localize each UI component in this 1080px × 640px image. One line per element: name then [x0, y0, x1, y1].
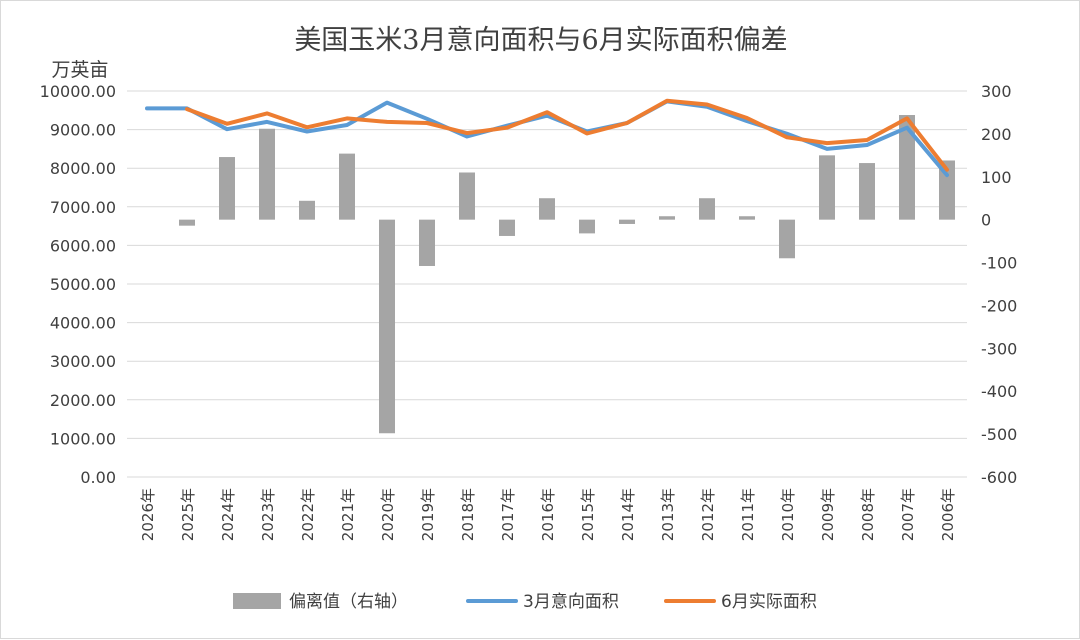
right-tick-label: -600 [981, 468, 1017, 487]
right-tick-label: 200 [981, 125, 1012, 144]
x-tick-label: 2023年 [259, 488, 277, 541]
right-tick-label: 100 [981, 168, 1012, 187]
left-tick-label: 1000.00 [50, 429, 116, 448]
deviation-bar [179, 219, 195, 226]
right-tick-label: -300 [981, 339, 1017, 358]
right-tick-label: -400 [981, 382, 1017, 401]
deviation-bar [859, 163, 875, 220]
deviation-bar [899, 115, 915, 220]
x-tick-label: 2007年 [899, 488, 917, 541]
x-tick-label: 2025年 [179, 488, 197, 541]
deviation-bar [619, 219, 635, 224]
x-tick-label: 2015年 [579, 488, 597, 541]
x-tick-label: 2012年 [699, 488, 717, 541]
left-axis-unit: 万英亩 [51, 59, 108, 81]
x-tick-label: 2026年 [139, 488, 157, 541]
legend: 偏离值（右轴） 3月意向面积 6月实际面积 [233, 592, 817, 612]
left-tick-label: 2000.00 [50, 391, 116, 410]
x-tick-label: 2016年 [539, 488, 557, 541]
deviation-bar [459, 172, 475, 220]
x-tick-label: 2010年 [779, 488, 797, 541]
right-tick-label: 300 [981, 82, 1012, 101]
x-tick-label: 2011年 [739, 488, 757, 541]
left-tick-label: 0.00 [80, 468, 116, 487]
gridlines [127, 90, 967, 478]
legend-label-march-intended: 3月意向面积 [523, 592, 619, 612]
right-tick-label: -200 [981, 296, 1017, 315]
left-tick-label: 3000.00 [50, 352, 116, 371]
deviation-bar [779, 219, 795, 259]
left-tick-label: 9000.00 [50, 121, 116, 140]
right-tick-label: -100 [981, 254, 1017, 273]
x-tick-label: 2021年 [339, 488, 357, 541]
deviation-bar [259, 128, 275, 220]
x-tick-label: 2017年 [499, 488, 517, 541]
deviation-bar [499, 219, 515, 236]
deviation-bar [659, 216, 675, 220]
legend-label-deviation: 偏离值（右轴） [289, 592, 408, 612]
left-tick-label: 4000.00 [50, 314, 116, 333]
x-tick-label: 2006年 [939, 488, 957, 541]
deviation-bar [299, 200, 315, 220]
legend-swatch-deviation [233, 593, 281, 609]
deviation-bar [579, 219, 595, 234]
left-tick-label: 5000.00 [50, 275, 116, 294]
left-tick-label: 7000.00 [50, 198, 116, 217]
deviation-bar [819, 155, 835, 220]
x-tick-label: 2022年 [299, 488, 317, 541]
left-tick-label: 6000.00 [50, 236, 116, 255]
left-axis-ticks: 0.00 1000.00 2000.00 3000.00 4000.00 5000.00 6… [40, 82, 116, 487]
deviation-bars [179, 115, 955, 434]
area-lines [145, 98, 949, 178]
x-tick-label: 2013年 [659, 488, 677, 541]
chart-title: 美国玉米3月意向面积与6月实际面积偏差 [294, 25, 787, 56]
deviation-bar [419, 219, 435, 266]
left-tick-label: 8000.00 [50, 159, 116, 178]
deviation-bar [379, 219, 395, 434]
x-axis-ticks: 2026年 2025年 2024年 2023年 2022年 2021年 2020年 2019年… [139, 488, 957, 541]
deviation-bar [739, 216, 755, 220]
deviation-bar [699, 198, 715, 220]
right-tick-label: 0 [981, 211, 991, 230]
x-tick-label: 2020年 [379, 488, 397, 541]
x-tick-label: 2018年 [459, 488, 477, 541]
x-tick-label: 2014年 [619, 488, 637, 541]
right-tick-label: -500 [981, 425, 1017, 444]
deviation-bar [939, 160, 955, 220]
deviation-bar [539, 198, 555, 220]
march-intended-line [145, 99, 949, 178]
x-tick-label: 2009年 [819, 488, 837, 541]
june-actual-line [185, 98, 949, 172]
x-tick-label: 2024年 [219, 488, 237, 541]
deviation-bar [219, 157, 235, 220]
left-tick-label: 10000.00 [40, 82, 116, 101]
legend-label-june-actual: 6月实际面积 [721, 592, 817, 612]
x-tick-label: 2008年 [859, 488, 877, 541]
deviation-bar [339, 153, 355, 220]
x-tick-label: 2019年 [419, 488, 437, 541]
right-axis-ticks: -600 -500 -400 -300 -200 -100 0 100 200 300 [981, 82, 1017, 487]
